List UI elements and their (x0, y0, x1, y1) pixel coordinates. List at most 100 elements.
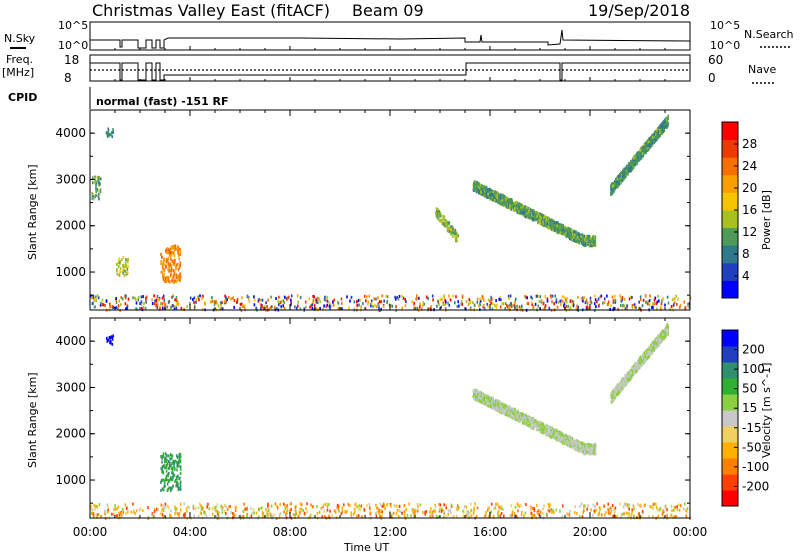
scatter-cell (376, 511, 378, 515)
scatter-cell (124, 294, 126, 298)
scatter-cell (153, 509, 156, 513)
scatter-cell (654, 296, 657, 300)
scatter-cell (112, 130, 114, 134)
scatter-cell (484, 188, 487, 192)
scatter-cell (505, 198, 507, 202)
scatter-cell (92, 301, 94, 305)
scatter-cell (430, 507, 432, 511)
scatter-cell (545, 512, 548, 516)
scatter-cell (315, 298, 317, 302)
scatter-cell (381, 514, 383, 518)
scatter-cell (165, 469, 168, 473)
scatter-cell (283, 307, 286, 310)
scatter-cell (417, 509, 419, 513)
scatter-cell (161, 460, 163, 464)
scatter-cell (603, 297, 606, 301)
scatter-cell (515, 200, 518, 204)
scatter-cell (455, 236, 458, 240)
scatter-cell (319, 307, 321, 310)
scatter-cell (176, 477, 178, 481)
scatter-cell (193, 300, 195, 304)
scatter-cell (629, 295, 632, 299)
scatter-cell (198, 298, 200, 302)
scatter-cell (161, 255, 163, 259)
scatter-cell (323, 298, 326, 302)
scatter-cell (532, 218, 534, 222)
scatter-cell (570, 438, 572, 441)
scatter-cell (583, 235, 585, 238)
scatter-cell (170, 269, 172, 273)
scatter-cell (499, 296, 501, 300)
scatter-cell (438, 210, 440, 213)
scatter-cell (163, 464, 165, 468)
scatter-cell (559, 227, 562, 231)
scatter-cell (186, 505, 189, 509)
scatter-cell (100, 301, 102, 305)
scatter-cell (638, 150, 641, 154)
scatter-cell (282, 299, 285, 303)
scatter-cell (177, 253, 180, 257)
scatter-cell (479, 183, 482, 187)
scatter-cell (161, 513, 164, 517)
scatter-cell (524, 417, 526, 420)
scatter-cell (687, 303, 689, 307)
scatter-cell (432, 298, 434, 302)
scatter-cell (685, 514, 688, 518)
scatter-cell (309, 515, 311, 519)
scatter-cell (280, 512, 282, 516)
scatter-cell (201, 507, 204, 511)
scatter-cell (377, 508, 380, 512)
scatter-cell (671, 298, 674, 302)
scatter-cell (618, 179, 621, 183)
scatter-cell (531, 419, 533, 423)
scatter-cell (450, 503, 453, 507)
scatter-cell (358, 508, 360, 512)
scatter-cell (553, 302, 555, 306)
scatter-cell (569, 509, 572, 513)
scatter-cell (386, 504, 388, 507)
scatter-cell (554, 226, 557, 230)
scatter-cell (169, 263, 171, 267)
scatter-cell (382, 304, 385, 308)
scatter-cell (162, 262, 164, 266)
scatter-cell (514, 297, 517, 301)
scatter-cell (544, 305, 546, 309)
scatter-cell (200, 507, 203, 511)
scatter-cell (160, 467, 162, 471)
scatter-cell (652, 503, 655, 506)
scatter-cell (178, 276, 181, 280)
scatter-cell (623, 304, 625, 308)
scatter-cell (562, 230, 565, 234)
scatter-cell (640, 514, 643, 518)
scatter-cell (619, 178, 622, 182)
scatter-cell (179, 275, 182, 279)
scatter-cell (171, 454, 174, 458)
scatter-cell (350, 511, 353, 515)
scatter-cell (166, 305, 168, 309)
scatter-cell (396, 508, 399, 512)
scatter-cell (667, 301, 670, 305)
scatter-cell (575, 307, 578, 311)
scatter-cell (92, 195, 94, 199)
scatter-cell (278, 515, 281, 519)
scatter-cell (538, 513, 541, 517)
scatter-cell (435, 207, 438, 211)
scatter-cell (535, 211, 538, 214)
scatter-cell (347, 502, 350, 506)
scatter-cell (179, 481, 182, 485)
scatter-cell (151, 298, 153, 302)
scatter-cell (555, 220, 558, 224)
scatter-cell (165, 257, 168, 261)
scatter-cell (489, 189, 492, 193)
scatter-cell (169, 513, 171, 517)
nsearch-label: N.Search (744, 28, 794, 41)
scatter-cell (572, 303, 575, 307)
scatter-cell (176, 455, 179, 459)
scatter-cell (206, 505, 208, 509)
scatter-cell (123, 274, 126, 278)
scatter-cell (642, 298, 645, 302)
scatter-cell (267, 298, 269, 302)
scatter-cell (136, 307, 138, 311)
scatter-cell (546, 222, 549, 226)
scatter-cell (594, 505, 596, 509)
